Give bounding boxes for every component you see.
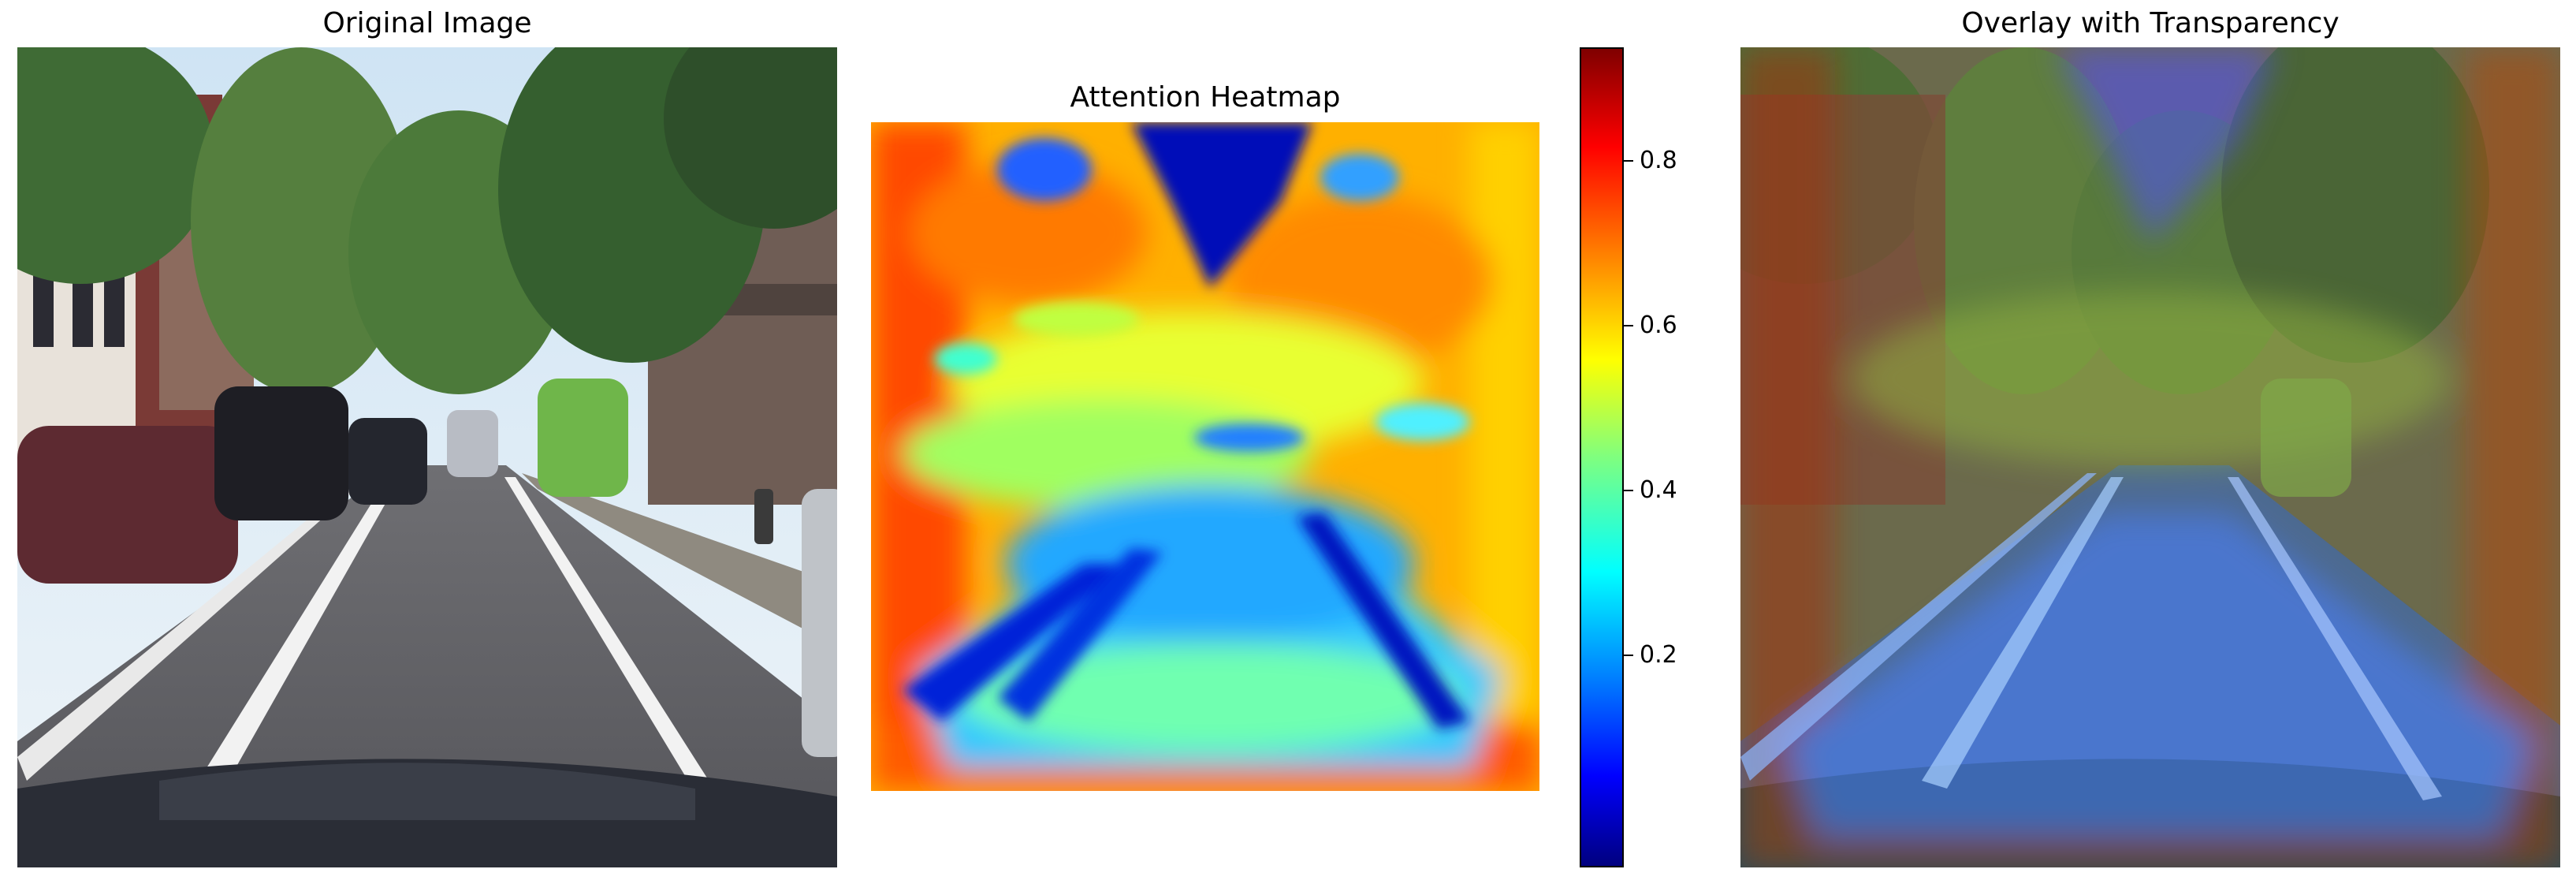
original-image-title: Original Image [322, 7, 532, 39]
overlay-image [1740, 47, 2560, 867]
attention-heatmap [871, 122, 1539, 791]
colorbar-tick [1624, 655, 1633, 656]
colorbar-tick-label: 0.6 [1640, 311, 1677, 339]
colorbar-tick [1624, 325, 1633, 326]
colorbar-tick-label: 0.8 [1640, 147, 1677, 174]
colorbar-tick [1624, 490, 1633, 491]
street-scene-image [17, 47, 837, 867]
attention-heatmap-image [871, 122, 1539, 791]
colorbar-tick-label: 0.2 [1640, 641, 1677, 669]
original-image [17, 47, 837, 867]
overlay-scene-image [1740, 47, 2560, 867]
overlay-title: Overlay with Transparency [1961, 7, 2340, 39]
colorbar-tick-label: 0.4 [1640, 476, 1677, 504]
heatmap-title: Attention Heatmap [1070, 81, 1341, 114]
colorbar-tick [1624, 160, 1633, 162]
colorbar [1580, 47, 1624, 867]
